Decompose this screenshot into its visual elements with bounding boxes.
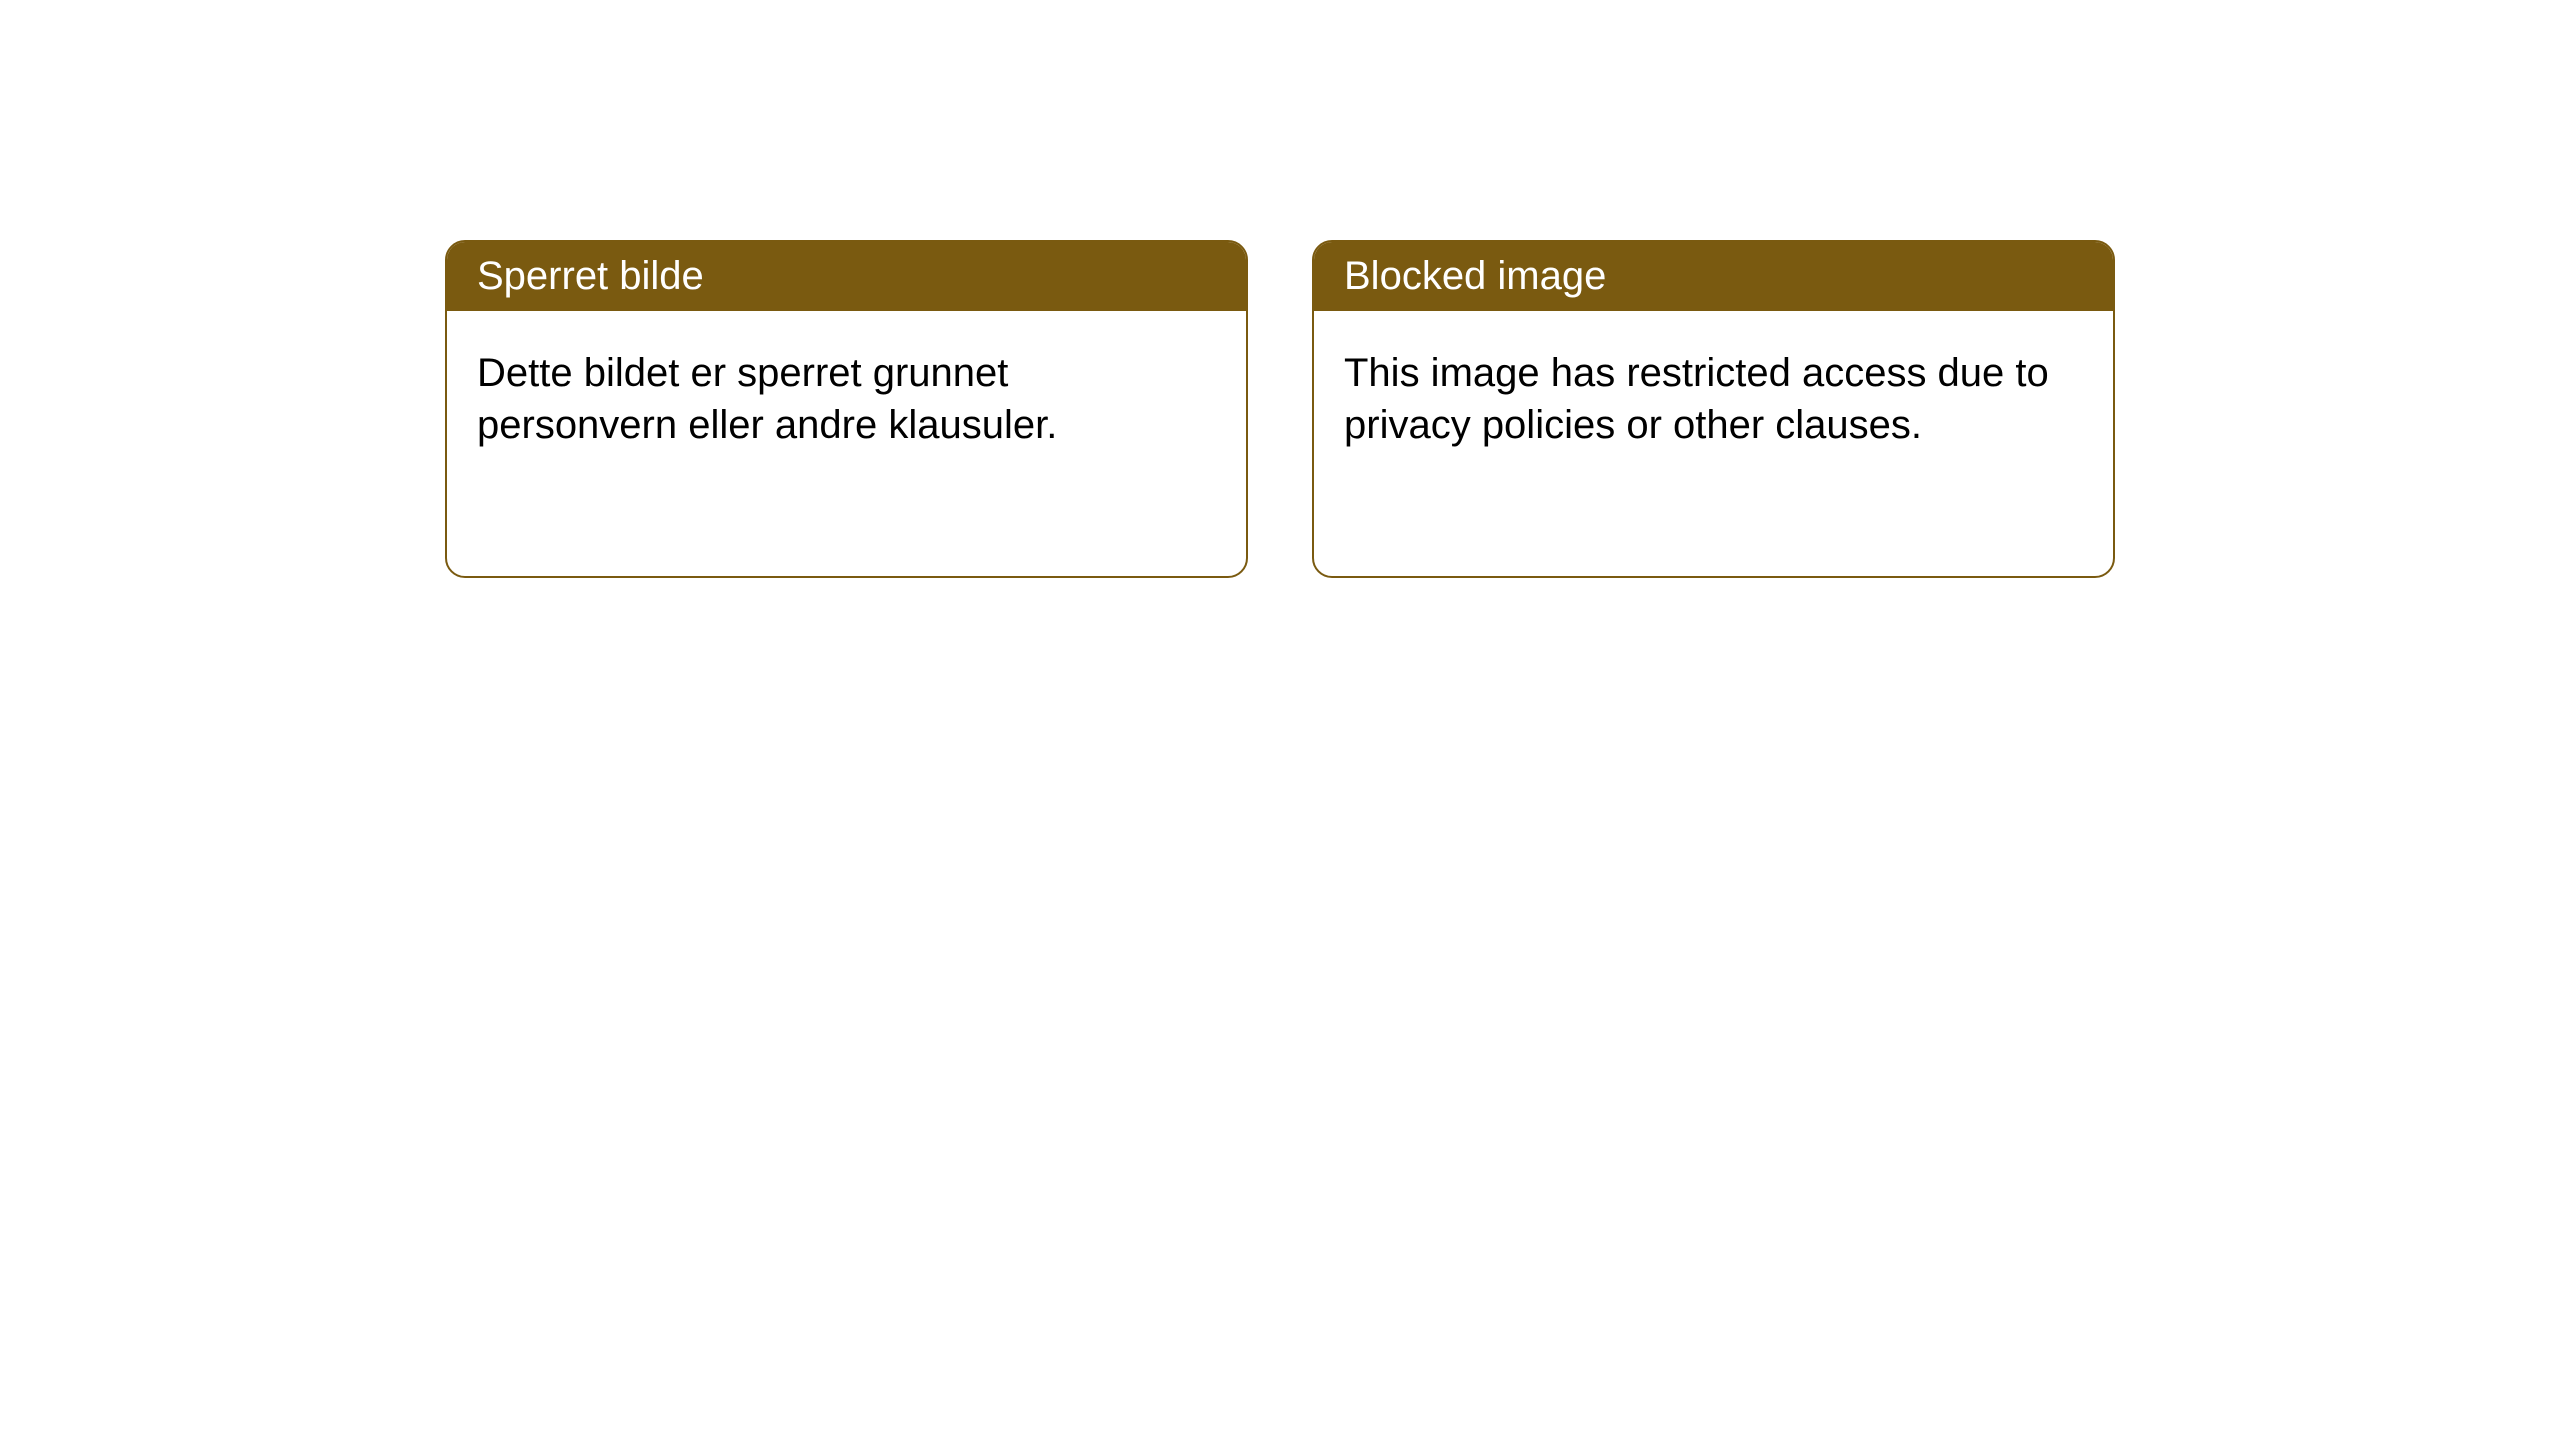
card-header: Sperret bilde <box>447 242 1246 311</box>
card-body: This image has restricted access due to … <box>1314 311 2113 487</box>
card-english: Blocked image This image has restricted … <box>1312 240 2115 578</box>
card-title: Sperret bilde <box>477 254 704 298</box>
card-body: Dette bildet er sperret grunnet personve… <box>447 311 1246 487</box>
cards-container: Sperret bilde Dette bildet er sperret gr… <box>445 240 2115 1440</box>
card-header: Blocked image <box>1314 242 2113 311</box>
card-body-text: Dette bildet er sperret grunnet personve… <box>477 351 1057 447</box>
card-title: Blocked image <box>1344 254 1606 298</box>
card-norwegian: Sperret bilde Dette bildet er sperret gr… <box>445 240 1248 578</box>
card-body-text: This image has restricted access due to … <box>1344 351 2049 447</box>
